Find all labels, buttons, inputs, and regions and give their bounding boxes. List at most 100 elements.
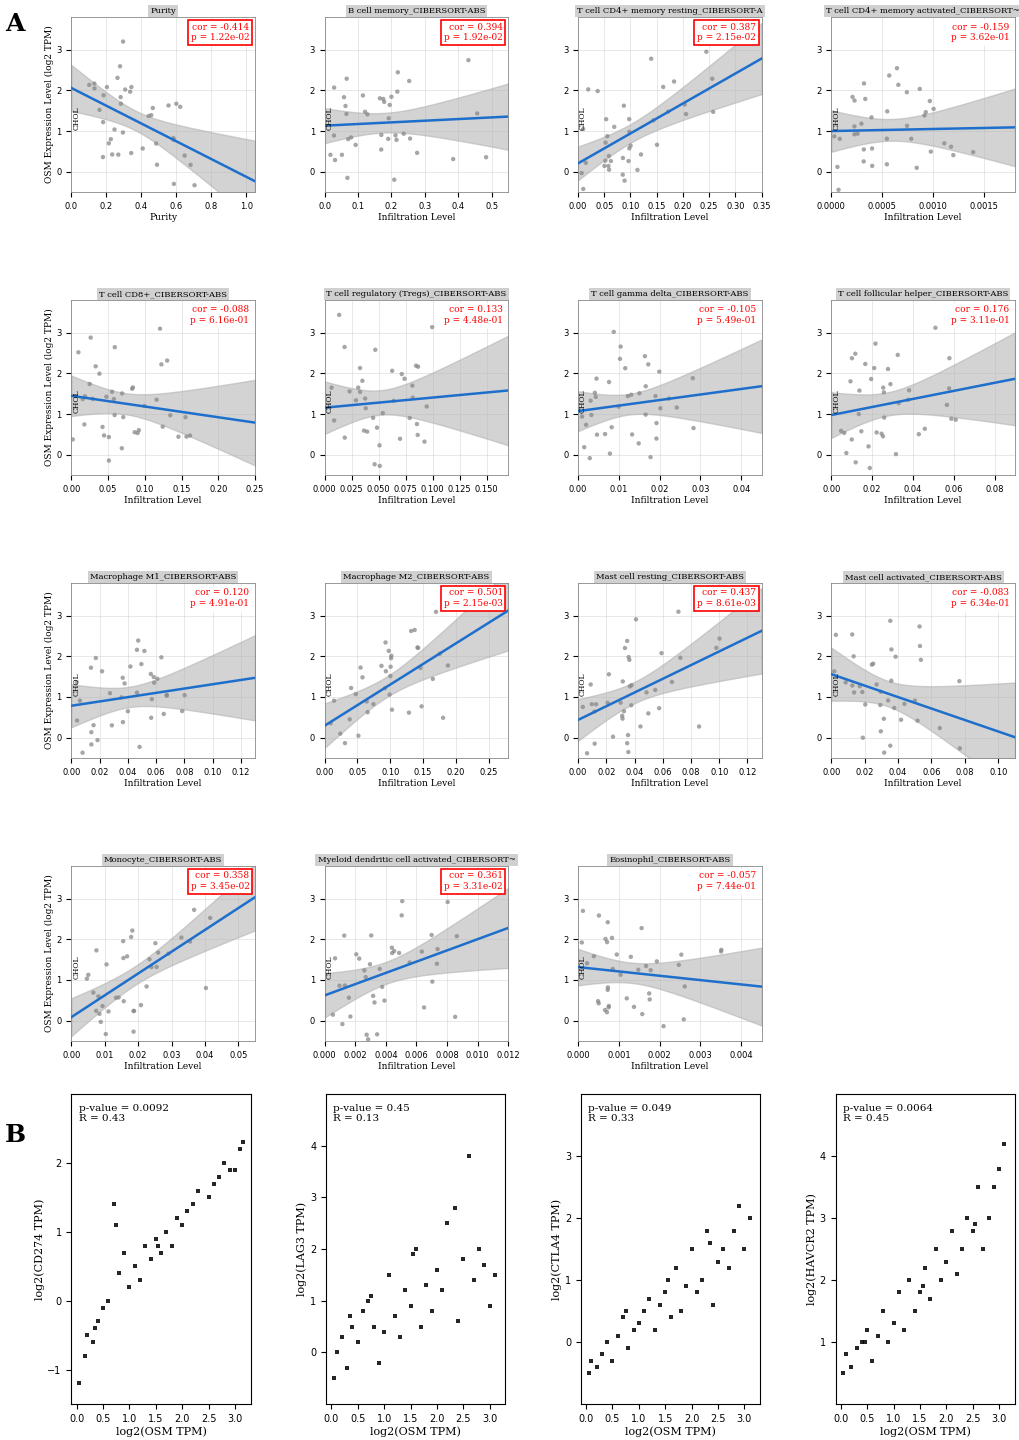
Point bbox=[636, 344, 652, 367]
Point bbox=[153, 645, 169, 668]
Point bbox=[660, 387, 677, 410]
Point bbox=[377, 631, 393, 654]
Point bbox=[389, 81, 406, 104]
Point bbox=[830, 127, 847, 150]
Point bbox=[401, 1295, 418, 1318]
Point bbox=[104, 143, 120, 166]
Point bbox=[110, 143, 126, 166]
Point bbox=[877, 127, 894, 150]
Point bbox=[333, 1325, 350, 1348]
Point bbox=[837, 671, 853, 694]
Point bbox=[574, 405, 590, 428]
Point bbox=[898, 114, 914, 137]
Point bbox=[861, 456, 877, 480]
Text: CHOL: CHOL bbox=[579, 390, 586, 413]
Point bbox=[637, 955, 653, 978]
Point bbox=[615, 700, 632, 723]
Point bbox=[829, 179, 846, 202]
Point bbox=[623, 383, 639, 406]
Point bbox=[358, 1024, 374, 1047]
Point bbox=[605, 320, 622, 343]
Point bbox=[616, 636, 633, 660]
Point bbox=[623, 674, 639, 697]
Point bbox=[76, 413, 93, 436]
Point bbox=[637, 374, 653, 397]
Text: p-value = 0.45
R = 0.13: p-value = 0.45 R = 0.13 bbox=[333, 1103, 410, 1123]
Point bbox=[125, 999, 142, 1022]
Point bbox=[386, 168, 403, 192]
Point bbox=[611, 347, 628, 370]
Point bbox=[131, 1269, 148, 1292]
Point bbox=[369, 416, 385, 439]
Point bbox=[385, 939, 401, 962]
Point bbox=[406, 618, 422, 641]
Point bbox=[881, 734, 898, 757]
Point bbox=[676, 975, 692, 998]
Point bbox=[648, 412, 664, 435]
Point bbox=[600, 144, 616, 167]
Point bbox=[633, 917, 649, 940]
Point bbox=[371, 86, 387, 109]
Point bbox=[833, 419, 849, 442]
Point bbox=[672, 647, 688, 670]
Point bbox=[369, 1022, 385, 1045]
Point bbox=[383, 936, 399, 959]
Point bbox=[338, 1356, 355, 1380]
Point bbox=[871, 694, 888, 717]
Point bbox=[383, 85, 399, 108]
Point bbox=[947, 408, 963, 431]
Text: cor = -0.105
p = 5.49e-01: cor = -0.105 p = 5.49e-01 bbox=[696, 305, 755, 325]
Point bbox=[863, 654, 879, 677]
Point bbox=[844, 85, 860, 108]
Point bbox=[888, 56, 904, 79]
Point bbox=[393, 890, 410, 913]
X-axis label: Infiltration Level: Infiltration Level bbox=[124, 497, 202, 505]
Point bbox=[895, 1318, 911, 1341]
Point bbox=[645, 109, 661, 132]
Point bbox=[347, 683, 364, 706]
Title: T cell CD4+ memory resting_CIBERSORT-A: T cell CD4+ memory resting_CIBERSORT-A bbox=[577, 7, 762, 14]
Point bbox=[381, 94, 397, 117]
Point bbox=[601, 442, 618, 465]
Point bbox=[635, 1299, 651, 1322]
Point bbox=[581, 446, 597, 469]
Point bbox=[179, 1200, 196, 1223]
Point bbox=[725, 1220, 741, 1243]
Point bbox=[150, 1234, 166, 1257]
Point bbox=[843, 1355, 859, 1378]
Point bbox=[908, 157, 924, 180]
Point bbox=[325, 1367, 341, 1390]
Point bbox=[142, 948, 158, 971]
Point bbox=[906, 1299, 922, 1322]
Point bbox=[85, 1331, 101, 1354]
Point bbox=[200, 1187, 216, 1210]
Point bbox=[70, 341, 87, 364]
Point bbox=[580, 1361, 596, 1384]
Text: CHOL: CHOL bbox=[72, 107, 81, 131]
Point bbox=[614, 670, 631, 693]
Point bbox=[614, 1306, 631, 1329]
Point bbox=[431, 642, 447, 665]
Point bbox=[176, 684, 193, 707]
Point bbox=[460, 1145, 476, 1168]
Point bbox=[78, 968, 95, 991]
Point bbox=[665, 71, 682, 94]
Point bbox=[129, 422, 146, 445]
Point bbox=[376, 677, 392, 700]
Point bbox=[654, 75, 671, 98]
Title: Purity: Purity bbox=[150, 7, 176, 14]
Point bbox=[469, 102, 485, 125]
Point bbox=[588, 1355, 604, 1378]
X-axis label: Infiltration Level: Infiltration Level bbox=[124, 1063, 202, 1071]
Point bbox=[448, 924, 465, 948]
X-axis label: Infiltration Level: Infiltration Level bbox=[631, 779, 708, 789]
X-axis label: log2(OSM TPM): log2(OSM TPM) bbox=[115, 1427, 206, 1437]
Point bbox=[381, 1263, 397, 1286]
Point bbox=[669, 953, 686, 976]
Point bbox=[76, 384, 93, 408]
Point bbox=[930, 717, 947, 740]
Point bbox=[825, 660, 842, 683]
Point bbox=[185, 899, 202, 922]
Point bbox=[112, 55, 128, 78]
Text: cor = 0.120
p = 4.91e-01: cor = 0.120 p = 4.91e-01 bbox=[191, 589, 250, 608]
